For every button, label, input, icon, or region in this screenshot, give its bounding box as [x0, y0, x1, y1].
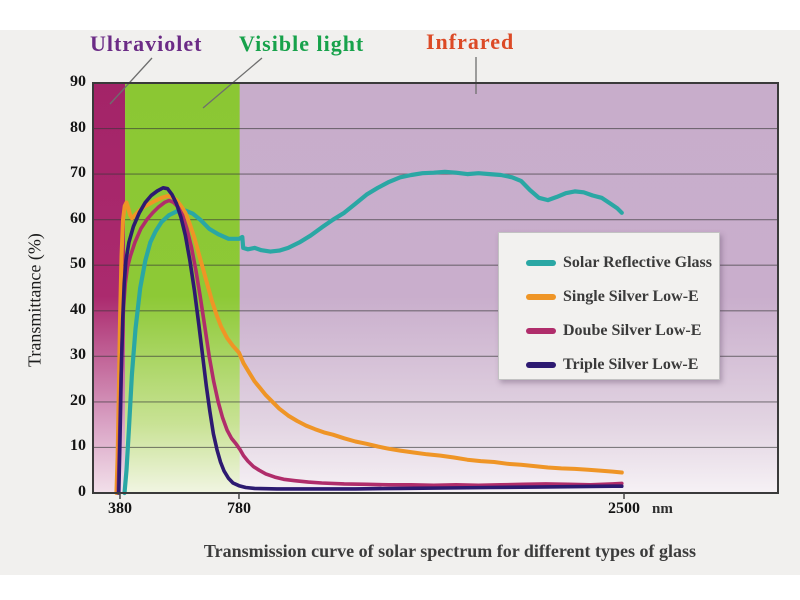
y-tick-label: 10 [70, 437, 86, 455]
series-triple-silver-low-e [117, 186, 624, 495]
y-tick-label: 40 [70, 300, 86, 318]
band-visible-light [125, 83, 240, 493]
legend-swatch [526, 328, 556, 334]
legend-label: Solar Reflective Glass [563, 254, 713, 271]
legend-rows: Solar Reflective Glass Single Silver Low-… [526, 246, 719, 382]
series-doube-silver-low-e [116, 198, 624, 495]
legend-label: Doube Silver Low-E [563, 322, 702, 339]
series-single-silver-low-e [114, 194, 624, 495]
legend-box: Solar Reflective Glass Single Silver Low-… [498, 232, 720, 380]
region-label-infrared: Infrared [426, 29, 515, 54]
x-tick-label: 2500 [608, 500, 640, 517]
legend-swatch [526, 260, 556, 266]
chart-caption: Transmission curve of solar spectrum for… [203, 541, 697, 561]
x-tick-label: 780 [226, 500, 251, 517]
y-tick-label: 0 [78, 483, 86, 500]
y-axis-title: Transmittance (%) [24, 233, 45, 367]
y-tick-label: 80 [70, 118, 86, 136]
region-label-visible-light: Visible light [239, 31, 365, 56]
plot-border [92, 82, 779, 494]
label-leader-line [109, 57, 153, 105]
legend-label: Single Silver Low-E [563, 288, 699, 305]
legend-entry: Solar Reflective Glass [526, 246, 719, 280]
x-axis-unit-label: nm [652, 501, 673, 517]
legend-swatch [526, 362, 556, 368]
legend-swatch [526, 294, 556, 300]
y-tick-label: 20 [70, 391, 86, 409]
y-tick-label: 70 [70, 164, 86, 182]
legend-label: Triple Silver Low-E [563, 356, 699, 373]
legend-entry: Doube Silver Low-E [526, 314, 719, 348]
y-tick-label: 30 [70, 346, 86, 364]
y-tick-label: 50 [70, 255, 86, 273]
y-tick-label: 90 [70, 73, 86, 90]
region-label-ultraviolet: Ultraviolet [90, 31, 203, 56]
legend-entry: Single Silver Low-E [526, 280, 719, 314]
series-solar-reflective-glass [122, 169, 624, 496]
legend-entry: Triple Silver Low-E [526, 348, 719, 382]
y-tick-label: 60 [70, 209, 86, 227]
x-tick-label: 380 [107, 500, 132, 517]
